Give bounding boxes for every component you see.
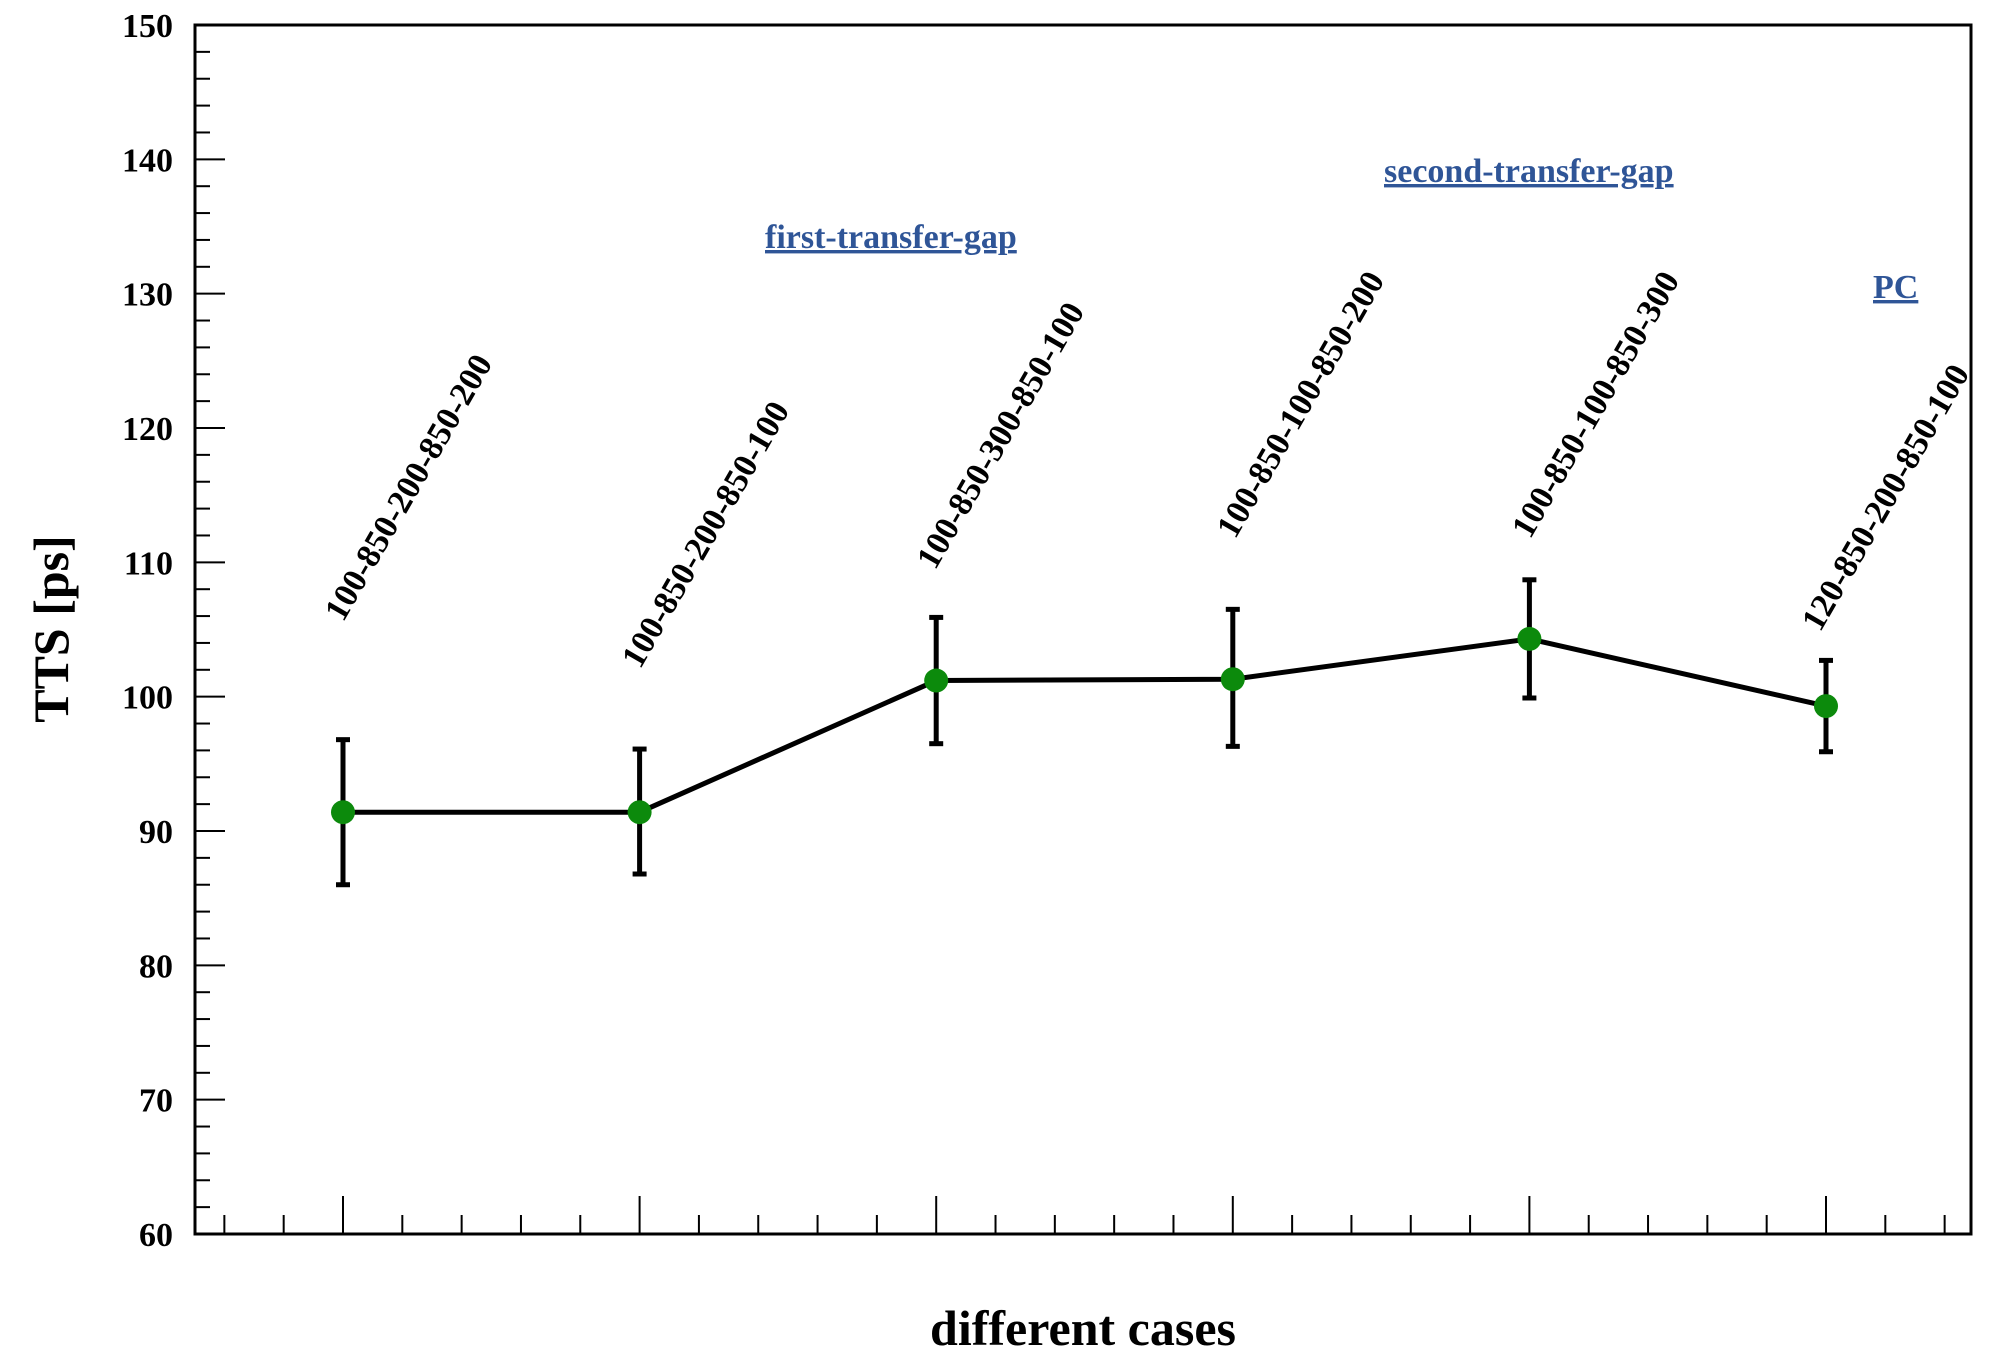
y-axis-title: TTS [ps] xyxy=(23,535,79,723)
y-axis-ticks xyxy=(195,24,225,1235)
y-tick-label: 60 xyxy=(139,1217,173,1254)
error-bars xyxy=(336,577,1833,888)
case-label: 100-850-200-850-100 xyxy=(615,395,797,674)
y-tick-label: 140 xyxy=(122,142,173,179)
data-point xyxy=(1814,694,1838,719)
y-tick-label: 100 xyxy=(122,680,173,717)
case-label: 100-850-200-850-200 xyxy=(318,348,500,627)
case-label: 100-850-100-850-300 xyxy=(1505,265,1687,544)
case-label: 100-850-300-850-100 xyxy=(910,296,1092,575)
series-line-group xyxy=(343,636,1827,815)
x-axis-ticks xyxy=(223,1196,1946,1234)
y-tick-label: 70 xyxy=(139,1083,173,1120)
y-tick-label: 120 xyxy=(122,411,173,448)
data-point xyxy=(331,800,355,825)
y-tick-label: 130 xyxy=(122,277,173,314)
annotation-label: second-transfer-gap xyxy=(1384,153,1674,190)
annotations: first-transfer-gap second-transfer-gap PC xyxy=(765,153,1918,306)
annotation-label: first-transfer-gap xyxy=(765,219,1017,256)
data-point xyxy=(627,800,652,825)
data-point xyxy=(1220,667,1245,692)
y-tick-label: 150 xyxy=(122,8,173,45)
data-point xyxy=(1517,626,1542,651)
x-axis-title: different cases xyxy=(930,1300,1236,1353)
y-tick-label: 80 xyxy=(139,948,173,985)
case-label: 120-850-200-850-100 xyxy=(1795,358,1977,637)
series-line xyxy=(343,636,1827,815)
annotation-label: PC xyxy=(1873,269,1918,306)
data-point xyxy=(924,668,949,693)
plot-frame xyxy=(193,23,1973,1236)
data-points xyxy=(331,626,1838,825)
y-axis-tick-labels: 60 70 80 90 100 110 120 130 140 150 xyxy=(122,8,173,1254)
y-tick-label: 90 xyxy=(139,814,173,851)
case-label: 100-850-100-850-200 xyxy=(1210,265,1392,544)
y-tick-label: 110 xyxy=(124,545,173,582)
case-labels: 100-850-200-850-200 100-850-200-850-100 10… xyxy=(318,265,1977,674)
